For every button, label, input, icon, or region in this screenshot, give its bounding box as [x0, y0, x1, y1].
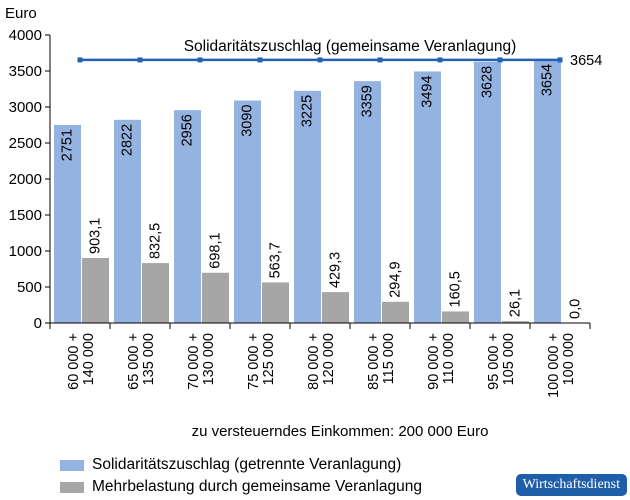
y-tick-label: 1000	[9, 243, 42, 260]
bar-solz-getrennt	[114, 119, 141, 323]
y-tick-label: 500	[17, 279, 42, 296]
bar-solz-getrennt	[294, 90, 321, 323]
line-marker	[557, 57, 563, 63]
legend-item-solz-getrennt: Solidaritätszuschlag (getrennte Veranlag…	[60, 456, 401, 474]
y-tick-label: 0	[34, 315, 42, 332]
unit-label: Euro	[5, 5, 37, 22]
line-marker	[317, 57, 323, 63]
legend-label-mehrbelastung: Mehrbelastung durch gemeinsame Veranlagu…	[92, 478, 423, 495]
line-marker	[437, 57, 443, 63]
y-tick-label: 3000	[9, 99, 42, 116]
bar-mehrbelastung	[502, 321, 529, 323]
x-axis: 60 000 +140 000 65 000 +135 000 70 000 +13…	[49, 322, 591, 398]
data-label-mehrbelastung: 160,5	[448, 271, 464, 307]
bar-mehrbelastung	[442, 311, 469, 323]
bar-mehrbelastung	[202, 272, 229, 323]
data-label-solz-getrennt: 3654	[540, 64, 556, 96]
bar-solz-getrennt	[474, 61, 501, 324]
x-tick-label: 95 000 +105 000	[486, 333, 517, 390]
legend-label-solz-getrennt: Solidaritätszuschlag (getrennte Veranlag…	[92, 456, 402, 473]
line-marker	[137, 57, 143, 63]
legend-swatch-gray	[60, 481, 84, 493]
data-label-solz-getrennt: 3225	[300, 95, 316, 127]
y-tick-label: 2500	[9, 135, 42, 152]
bar-solz-getrennt	[534, 59, 561, 324]
bar-mehrbelastung	[322, 292, 349, 323]
data-label-solz-getrennt: 3359	[360, 85, 376, 117]
x-tick-label: 75 000 +125 000	[246, 333, 277, 390]
line-marker	[257, 57, 263, 63]
x-tick-label: 65 000 +135 000	[126, 333, 157, 390]
line-end-label: 3654	[570, 53, 602, 69]
data-label-mehrbelastung: 26,1	[508, 289, 524, 317]
bar-mehrbelastung	[382, 301, 409, 323]
x-tick-label: 70 000 +130 000	[186, 333, 217, 390]
bars-solz-getrennt: 2751 2822 2956 3090 3225 3359 3494 3628 3654	[54, 59, 561, 324]
data-label-solz-getrennt: 3090	[240, 105, 256, 137]
line-solz-gemeinsam: 3654 Solidaritätszuschlag (gemeinsame Ver…	[77, 38, 602, 69]
bar-mehrbelastung	[142, 263, 169, 323]
x-axis-title: zu versteuerndes Einkommen: 200 000 Euro	[192, 423, 489, 440]
line-marker	[197, 57, 203, 63]
bar-solz-getrennt	[174, 110, 201, 323]
data-label-solz-getrennt: 3494	[420, 75, 436, 107]
data-label-mehrbelastung: 429,3	[328, 252, 344, 288]
line-marker	[77, 57, 83, 63]
bar-solz-getrennt	[354, 81, 381, 323]
y-tick-label: 4000	[9, 27, 42, 44]
data-label-mehrbelastung: 563,7	[268, 242, 284, 278]
line-marker	[497, 57, 503, 63]
data-label-mehrbelastung: 0,0	[568, 299, 584, 319]
y-axis: 0 500 1000 1500 2000 2500 3000 3500 4000	[9, 27, 51, 332]
data-label-mehrbelastung: 698,1	[208, 232, 224, 268]
brand-logo: Wirtschaftsdienst	[515, 474, 627, 496]
line-series-label: Solidaritätszuschlag (gemeinsame Veranla…	[184, 38, 517, 55]
bar-solz-getrennt	[414, 71, 441, 323]
bar-mehrbelastung	[82, 257, 109, 323]
data-label-mehrbelastung: 294,9	[388, 261, 404, 297]
y-tick-label: 1500	[9, 207, 42, 224]
bar-solz-getrennt	[54, 124, 81, 323]
data-label-solz-getrennt: 2822	[120, 124, 136, 156]
bar-solz-getrennt	[234, 100, 261, 324]
data-label-mehrbelastung: 832,5	[148, 223, 164, 259]
data-label-solz-getrennt: 3628	[480, 66, 496, 98]
chart: Euro 0 500 1000 1500 2000 2500 3000 3500 4000 27…	[5, 5, 602, 440]
y-tick-label: 3500	[9, 63, 42, 80]
x-tick-label: 80 000 +120 000	[306, 333, 337, 390]
x-tick-label: 100 000 +100 000	[546, 333, 577, 398]
y-tick-label: 2000	[9, 171, 42, 188]
line-marker	[377, 57, 383, 63]
bar-mehrbelastung	[262, 282, 289, 323]
data-label-mehrbelastung: 903,1	[88, 218, 104, 254]
x-tick-label: 85 000 +115 000	[366, 333, 397, 390]
bars-mehrbelastung: 903,1 832,5 698,1 563,7 429,3 294,9 160,5 26,1 0…	[82, 218, 584, 323]
data-label-solz-getrennt: 2956	[180, 114, 196, 146]
legend-item-mehrbelastung: Mehrbelastung durch gemeinsame Veranlagu…	[60, 478, 422, 496]
legend-swatch-blue	[60, 459, 84, 471]
x-tick-label: 60 000 +140 000	[66, 333, 97, 390]
data-label-solz-getrennt: 2751	[60, 129, 76, 161]
x-tick-label: 90 000 +110 000	[426, 333, 457, 390]
